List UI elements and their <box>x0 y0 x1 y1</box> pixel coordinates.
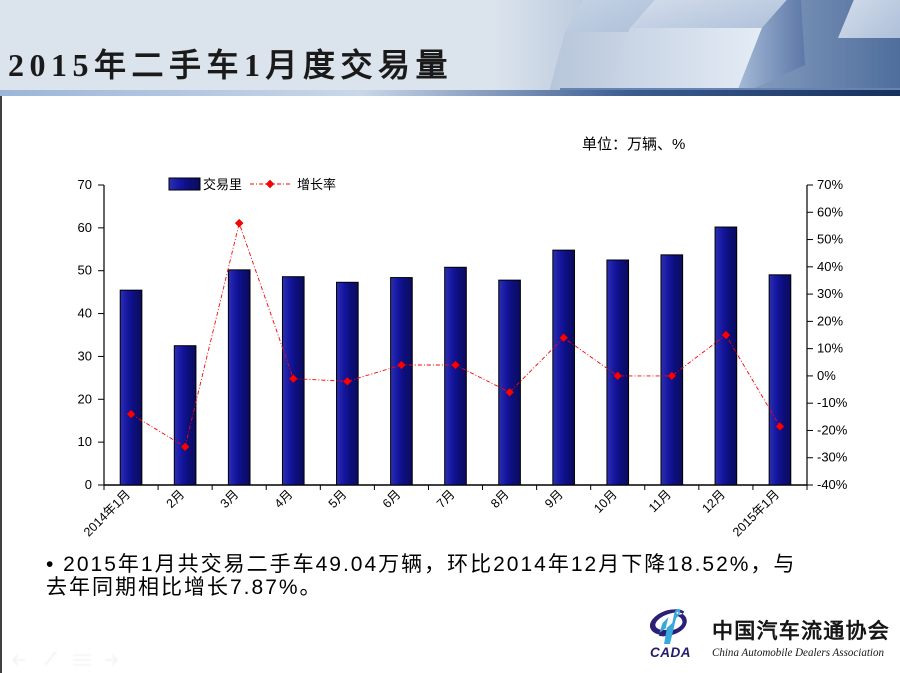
svg-text:20: 20 <box>78 391 92 406</box>
svg-text:-30%: -30% <box>817 450 848 465</box>
svg-text:50%: 50% <box>817 232 843 247</box>
svg-text:2015年1月: 2015年1月 <box>730 487 782 539</box>
svg-text:10月: 10月 <box>591 487 620 516</box>
svg-text:7月: 7月 <box>434 487 458 511</box>
svg-text:60: 60 <box>78 220 92 235</box>
svg-text:40%: 40% <box>817 259 843 274</box>
svg-text:10: 10 <box>78 434 92 449</box>
svg-text:China Automobile Dealers Assoc: China Automobile Dealers Association <box>712 647 884 659</box>
svg-text:11月: 11月 <box>646 487 674 515</box>
svg-text:9月: 9月 <box>542 487 566 511</box>
svg-text:中国汽车流通协会: 中国汽车流通协会 <box>712 619 890 643</box>
svg-text:30: 30 <box>78 348 92 363</box>
svg-text:增长率: 增长率 <box>297 177 336 192</box>
svg-text:3月: 3月 <box>218 487 242 511</box>
svg-text:5月: 5月 <box>326 487 350 511</box>
svg-text:20%: 20% <box>817 313 843 328</box>
svg-text:-10%: -10% <box>817 395 848 410</box>
svg-text:60%: 60% <box>817 204 843 219</box>
svg-text:0%: 0% <box>817 368 836 383</box>
svg-text:40: 40 <box>78 306 92 321</box>
svg-text:交易里: 交易里 <box>203 177 242 192</box>
svg-text:CADA: CADA <box>650 645 691 660</box>
svg-text:8月: 8月 <box>488 487 512 511</box>
svg-text:2月: 2月 <box>164 487 188 511</box>
svg-text:0: 0 <box>85 477 92 492</box>
svg-text:50: 50 <box>78 263 92 278</box>
svg-text:70: 70 <box>78 177 92 192</box>
svg-text:2014年1月: 2014年1月 <box>81 487 133 539</box>
svg-text:12月: 12月 <box>699 487 728 516</box>
svg-text:-20%: -20% <box>817 422 848 437</box>
svg-text:70%: 70% <box>817 177 843 192</box>
svg-text:30%: 30% <box>817 286 843 301</box>
svg-text:10%: 10% <box>817 341 843 356</box>
svg-text:-40%: -40% <box>817 477 848 492</box>
svg-text:4月: 4月 <box>272 487 296 511</box>
svg-text:6月: 6月 <box>380 487 404 511</box>
